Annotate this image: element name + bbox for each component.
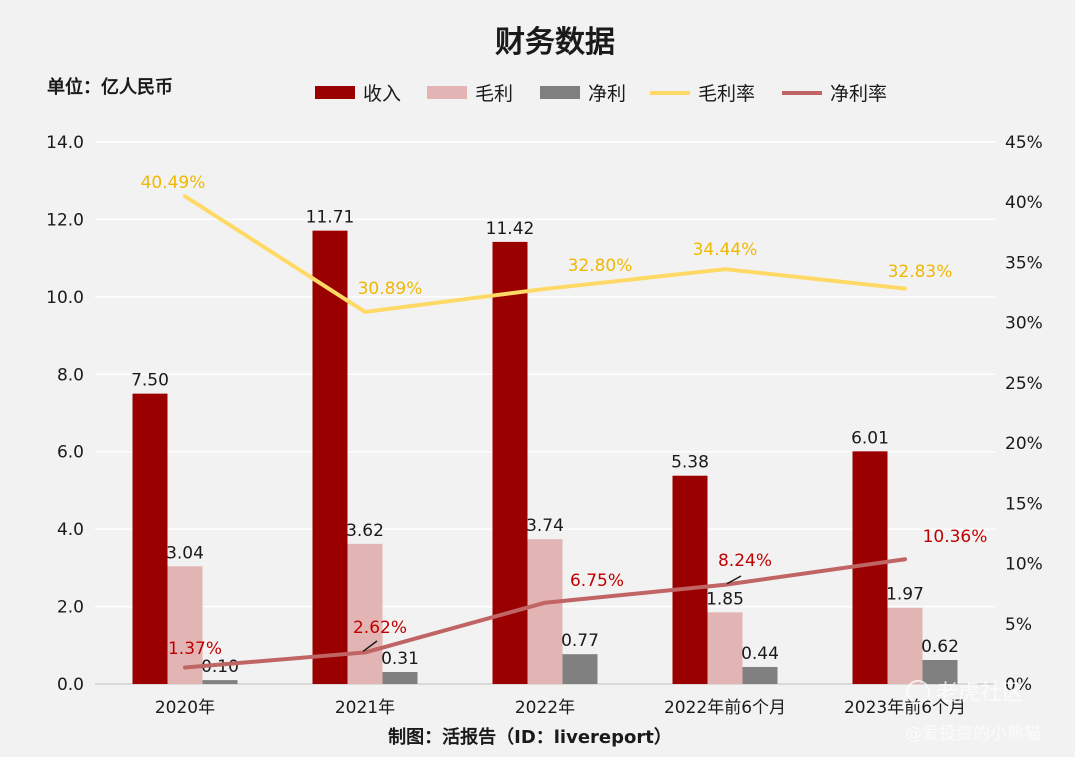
y-right-tick-label: 20% (1005, 434, 1043, 454)
bar (312, 230, 348, 685)
footer-credit: 制图：活报告（ID：livereport） (388, 726, 672, 748)
bar (202, 680, 238, 684)
legend-label: 净利率 (830, 83, 887, 105)
label-leader-line (362, 640, 378, 653)
line-gross-margin (183, 194, 907, 314)
line-data-label: 40.49% (141, 173, 206, 193)
bar-data-label: 5.38 (671, 453, 709, 473)
y-right-tick-label: 25% (1005, 374, 1043, 394)
label-leader-line (726, 575, 742, 585)
line-data-label: 2.62% (353, 618, 407, 638)
line-data-label: 34.44% (693, 240, 758, 260)
line-data-label: 6.75% (570, 571, 624, 591)
line-data-label: 8.24% (718, 551, 772, 571)
bar (922, 659, 958, 684)
bar (167, 566, 203, 684)
bar (347, 543, 383, 684)
bar (707, 612, 743, 684)
bar-data-label: 3.74 (526, 516, 564, 536)
bar-data-label: 3.62 (346, 521, 384, 541)
legend-swatch (315, 86, 355, 99)
legend-label: 收入 (363, 83, 401, 105)
y-left-tick-label: 4.0 (57, 520, 84, 540)
y-right-tick-label: 5% (1005, 615, 1032, 635)
bar (527, 539, 563, 684)
bar-series: 7.50 11.71 11.42 5.38 6.01 3.04 3.62 3.74 1.85 1.… (131, 208, 959, 685)
y-left-tick-label: 10.0 (46, 288, 84, 308)
x-axis: 2020年 2021年 2022年 2022年前6个月 2023年前6个月 (155, 698, 966, 718)
gridlines (95, 141, 995, 685)
y-left-tick-label: 8.0 (57, 365, 84, 385)
y-right-tick-label: 15% (1005, 494, 1043, 514)
y-axis-right: 0% 5% 10% 15% 20% 25% 30% 35% 40% 45% (1005, 133, 1043, 695)
y-right-tick-label: 30% (1005, 314, 1043, 334)
bar-data-label: 0.62 (921, 637, 959, 657)
bar-data-label: 1.97 (886, 585, 924, 605)
legend: 收入 毛利 净利 毛利率 净利率 (315, 83, 887, 105)
line-data-label: 32.80% (568, 256, 633, 276)
y-axis-left: 0.0 2.0 4.0 6.0 8.0 10.0 12.0 14.0 (46, 133, 84, 695)
y-right-tick-label: 45% (1005, 133, 1043, 153)
bar (887, 607, 923, 684)
bar-data-label: 0.44 (741, 644, 779, 664)
x-tick-label: 2023年前6个月 (844, 698, 966, 718)
bar (132, 393, 168, 684)
y-right-tick-label: 40% (1005, 193, 1043, 213)
y-left-tick-label: 0.0 (57, 675, 84, 695)
unit-label: 单位：亿人民币 (47, 76, 173, 98)
bar-data-label: 11.42 (486, 219, 535, 239)
bar (742, 666, 778, 684)
x-tick-label: 2020年 (155, 698, 215, 718)
bar-data-label: 1.85 (706, 589, 744, 609)
x-tick-label: 2022年 (515, 698, 575, 718)
watermark-brand: 老虎社区 (936, 681, 1024, 706)
legend-label: 净利 (588, 83, 626, 105)
bar-data-label: 0.31 (381, 649, 419, 669)
y-right-tick-label: 0% (1005, 675, 1032, 695)
watermark: 老虎社区 @爱投资的小熊猫 (905, 680, 1041, 744)
y-left-tick-label: 2.0 (57, 598, 84, 618)
bar-data-label: 11.71 (306, 208, 355, 228)
watermark-logo-icon (906, 680, 930, 704)
y-left-tick-label: 12.0 (46, 210, 84, 230)
line-data-label: 30.89% (358, 279, 423, 299)
y-right-tick-label: 10% (1005, 555, 1043, 575)
legend-label: 毛利率 (698, 83, 755, 105)
bar-data-label: 6.01 (851, 428, 889, 448)
bar-data-label: 3.04 (166, 543, 204, 563)
bar-data-label: 7.50 (131, 371, 169, 391)
bar (562, 654, 598, 684)
bar (382, 671, 418, 684)
line-net-margin (183, 557, 907, 670)
x-tick-label: 2022年前6个月 (664, 698, 786, 718)
y-right-tick-label: 35% (1005, 253, 1043, 273)
legend-swatch (427, 86, 467, 99)
legend-label: 毛利 (475, 83, 513, 105)
y-left-tick-label: 14.0 (46, 133, 84, 153)
watermark-author: @爱投资的小熊猫 (905, 724, 1041, 744)
line-series: 40.49% 30.89% 32.80% 34.44% 32.83% 1.37% 2.62%… (141, 173, 988, 670)
legend-swatch (540, 86, 580, 99)
y-left-tick-label: 6.0 (57, 443, 84, 463)
line-data-label: 1.37% (168, 639, 222, 659)
bar (672, 475, 708, 684)
chart-title: 财务数据 (495, 25, 615, 60)
line-data-label: 10.36% (923, 527, 988, 547)
bar-data-label: 0.77 (561, 631, 599, 651)
x-tick-label: 2021年 (335, 698, 395, 718)
line-data-label: 32.83% (888, 262, 953, 282)
